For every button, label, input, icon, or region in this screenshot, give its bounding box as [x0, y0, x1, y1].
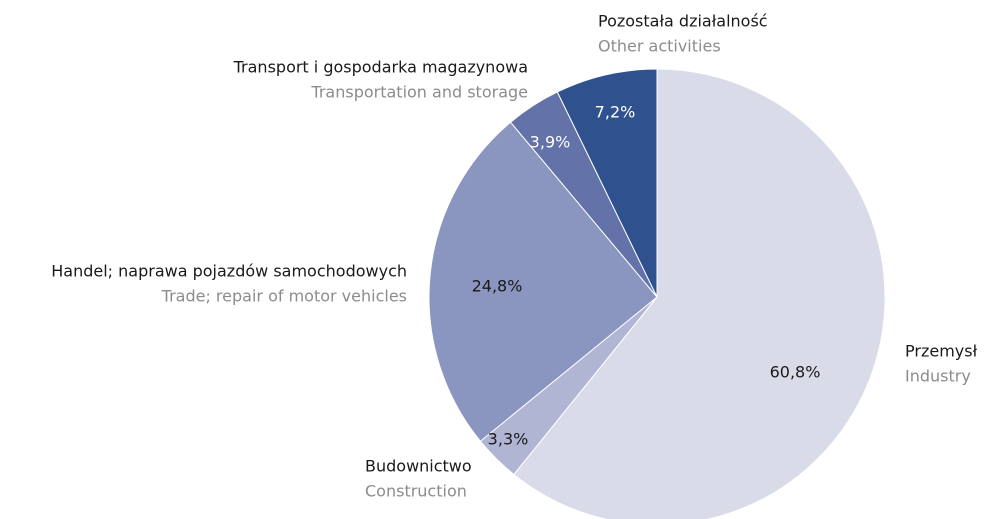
value-label: 3,9% [530, 133, 571, 152]
category-label: Pozostała działalność [598, 12, 768, 31]
pie-slice [428, 121, 658, 442]
category-label: Transport i gospodarka magazynowa [233, 58, 528, 77]
category-label: Przemysł [905, 342, 978, 361]
pie-slice [556, 68, 658, 298]
category-label-en: Construction [365, 482, 467, 501]
value-label: 3,3% [488, 430, 529, 449]
category-label: Budownictwo [365, 457, 472, 476]
value-label: 60,8% [770, 363, 821, 382]
category-label: Handel; naprawa pojazdów samochodowych [51, 262, 407, 281]
category-label-en: Transportation and storage [310, 83, 528, 102]
value-label: 24,8% [472, 277, 523, 296]
pie-slice [513, 68, 886, 519]
category-label-en: Trade; repair of motor vehicles [161, 287, 407, 306]
category-label-en: Industry [905, 367, 971, 386]
category-label-en: Other activities [598, 37, 721, 56]
value-label: 7,2% [595, 103, 636, 122]
